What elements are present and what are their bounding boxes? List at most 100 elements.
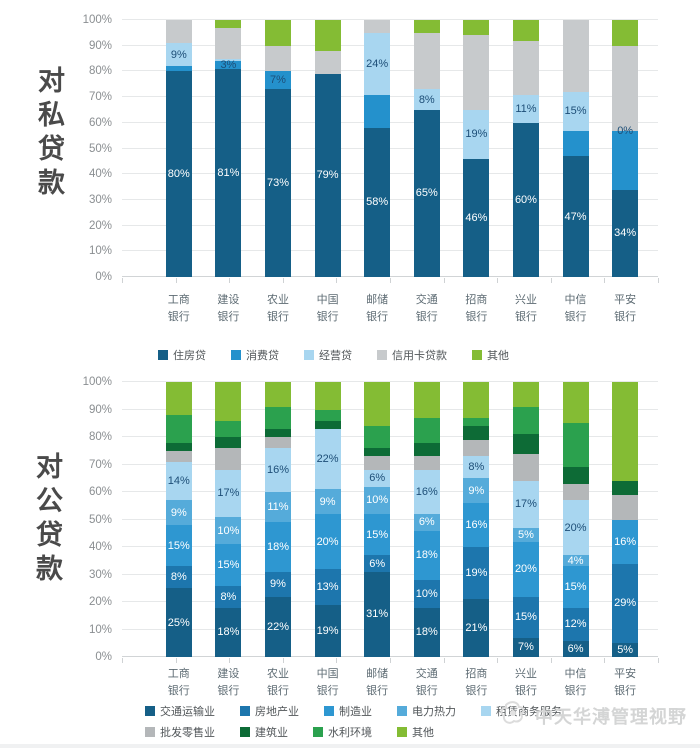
segment-制造业: 16% — [612, 519, 639, 564]
segment-住房贷: 60% — [512, 122, 539, 277]
data-label: 22% — [316, 453, 339, 465]
segment-建筑业 — [612, 481, 639, 495]
x-axis-tick — [336, 278, 338, 283]
segment-批发零售业 — [463, 439, 490, 457]
stacked-bar: 6% 12% 15% 4% 20% — [562, 382, 589, 657]
segment-建筑业 — [463, 426, 490, 440]
legend-label: 经营贷 — [319, 350, 352, 362]
data-label: 18% — [415, 626, 438, 639]
x-axis-tick — [604, 658, 606, 663]
data-label: 79% — [316, 169, 339, 182]
data-label: 10% — [366, 494, 389, 507]
segment-电力热力: 9% — [165, 500, 192, 525]
stacked-bar: 80% 9% — [165, 20, 192, 277]
segment-住房贷: 73% — [264, 89, 291, 277]
segment-经营贷: 15% — [562, 91, 589, 131]
x-axis-label-农业银行: 农业 银行 — [266, 294, 289, 324]
x-axis-tick — [282, 658, 284, 663]
segment-制造业: 20% — [512, 541, 539, 597]
segment-经营贷: 8% — [413, 89, 440, 110]
segment-房地产业: 19% — [463, 547, 490, 600]
bar-平安银行: 5% 29% 16% — [600, 382, 650, 657]
x-axis-label-建设银行: 建设 银行 — [217, 294, 240, 324]
data-label: 19% — [316, 624, 339, 637]
legend-item-电力热力: 电力热力 — [397, 703, 456, 719]
segment-电力热力: 10% — [364, 486, 391, 514]
stacked-bar: 65% 8% — [413, 20, 440, 277]
x-axis-tick — [229, 278, 231, 283]
x-axis-label-邮储银行: 邮储 银行 — [366, 294, 389, 324]
x-axis-label-工商银行: 工商 银行 — [167, 668, 190, 698]
segment-电力热力: 9% — [314, 489, 341, 514]
segment-批发零售业 — [364, 456, 391, 470]
bar-兴业银行: 7% 15% 20% 5% 17% — [501, 382, 551, 657]
segment-电力热力: 4% — [562, 555, 589, 567]
y-axis-tick-label: 90% — [88, 403, 112, 416]
data-label: 15% — [564, 105, 587, 118]
segment-住房贷: 80% — [165, 71, 192, 277]
y-axis: 0% 10% 20% 30% 40% 50% 60% 70% 80% 90% 100% — [62, 14, 112, 283]
personal-loans-title: 对私贷款 — [34, 66, 64, 202]
data-label: 20% — [316, 535, 339, 548]
segment-住房贷: 65% — [413, 109, 440, 277]
data-label: 18% — [415, 549, 438, 562]
data-label: 18% — [217, 626, 240, 639]
segment-制造业: 15% — [215, 544, 242, 586]
segment-其他 — [413, 20, 440, 33]
y-axis-tick-label: 50% — [88, 142, 112, 155]
legend-item-制造业: 制造业 — [324, 703, 372, 719]
segment-房地产业: 9% — [264, 571, 291, 597]
data-label: 9% — [468, 484, 485, 497]
legend: 住房贷 消费贷 经营贷 信用卡贷款 其他 — [158, 347, 509, 368]
legend-label: 房地产业 — [255, 706, 299, 718]
legend-swatch — [313, 727, 323, 737]
data-label: 34% — [614, 227, 637, 240]
x-axis-label-兴业银行: 兴业 银行 — [514, 668, 537, 698]
data-label: 58% — [366, 196, 389, 209]
data-label: 65% — [415, 187, 438, 200]
data-label: 6% — [567, 642, 584, 655]
segment-批发零售业 — [413, 456, 440, 470]
data-label: 0% — [617, 124, 634, 137]
segment-其他 — [264, 382, 291, 407]
stacked-bar: 81% 3% — [215, 20, 242, 277]
data-label: 17% — [217, 487, 240, 500]
legend-label: 消费贷 — [246, 350, 279, 362]
legend-swatch — [158, 350, 168, 360]
segment-经营贷: 11% — [512, 94, 539, 123]
segment-交通运输业: 25% — [165, 588, 192, 657]
x-axis-label-中国银行: 中国 银行 — [316, 668, 339, 698]
segment-其他 — [562, 382, 589, 424]
segment-消费贷 — [364, 94, 391, 128]
segment-房地产业: 15% — [512, 596, 539, 638]
x-axis-label-交通银行: 交通 银行 — [415, 294, 438, 324]
x-axis-tick — [604, 278, 606, 283]
x-axis-tick — [443, 658, 445, 663]
stacked-bar: 5% 29% 16% — [612, 382, 639, 657]
legend-swatch — [145, 706, 155, 716]
data-label: 16% — [465, 519, 488, 531]
x-axis-tick — [390, 658, 391, 663]
segment-电力热力: 5% — [512, 527, 539, 542]
x-axis-tick — [443, 278, 445, 283]
segment-租赁商务服务: 17% — [512, 481, 539, 528]
legend-item-建筑业: 建筑业 — [240, 724, 288, 740]
plot-area: 25% 8% 15% 9% 14% 18% 8% 15% 10% 17% 22% 9% 18% 11% 16… — [122, 381, 659, 663]
segment-制造业: 18% — [413, 530, 440, 580]
legend-swatch — [397, 706, 407, 716]
segment-消费贷 — [562, 130, 589, 157]
segment-制造业: 15% — [562, 566, 589, 608]
legend-swatch — [304, 350, 314, 360]
plot-area: 80% 9% 81% 3% 73% 7% 79% 58% 24% 65% 8% 46% 19% 60% 11… — [122, 19, 659, 283]
stacked-bar: 34% 0% — [612, 20, 639, 277]
segment-信用卡贷款 — [215, 27, 242, 59]
x-axis-label-中国银行: 中国 银行 — [316, 294, 339, 324]
bars: 25% 8% 15% 9% 14% 18% 8% 15% 10% 17% 22% 9% 18% 11% 16… — [122, 382, 658, 657]
legend-item-经营贷: 经营贷 — [304, 347, 352, 363]
stacked-bar: 22% 9% 18% 11% 16% — [264, 382, 291, 657]
swirl-logo-icon — [498, 698, 528, 733]
x-axis-tick — [175, 658, 177, 663]
segment-信用卡贷款 — [562, 20, 589, 92]
legend-item-其他: 其他 — [397, 724, 434, 740]
segment-租赁商务服务: 20% — [562, 500, 589, 556]
